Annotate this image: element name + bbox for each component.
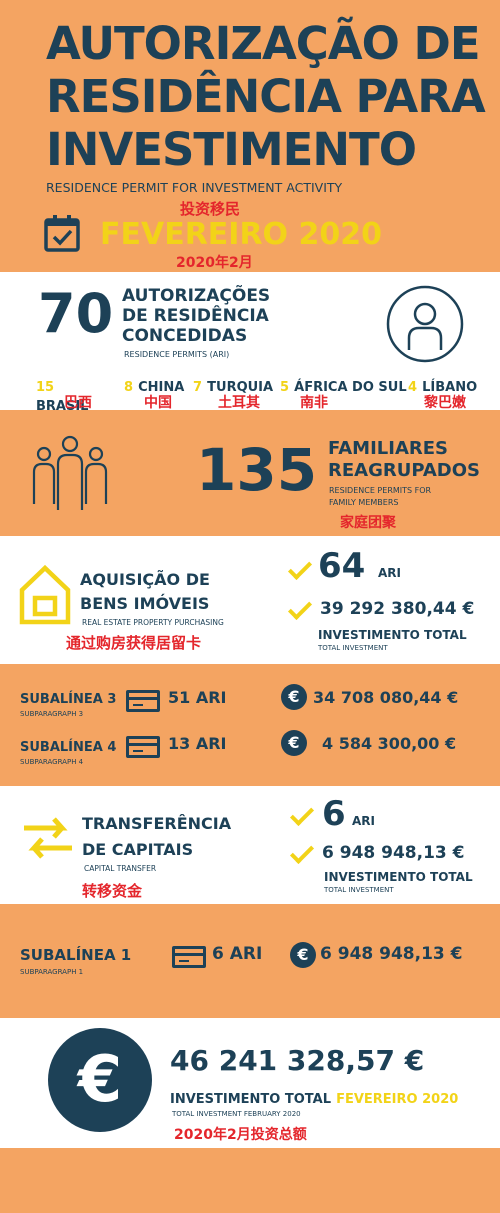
subparagraph-3-amount: 34 708 080,44 €: [313, 688, 459, 707]
family-count: 135: [196, 436, 318, 504]
subtitle-en: RESIDENCE PERMIT FOR INVESTMENT ACTIVITY: [46, 180, 343, 195]
real-estate-amount: 39 292 380,44 €: [320, 599, 475, 619]
check-icon: [289, 839, 315, 865]
total-section: € 46 241 328,57 € INVESTIMENTO TOTAL FEV…: [0, 1018, 500, 1148]
capital-ari-label: ARI: [352, 814, 375, 828]
credit-card-icon: [126, 690, 160, 712]
subparagraph-3-ari: 51 ARI: [168, 688, 227, 707]
subparagraphs-re-section: SUBALÍNEA 3 SUBPARAGRAPH 3 51 ARI € 34 7…: [0, 664, 500, 786]
total-label: INVESTIMENTO TOTAL: [170, 1092, 331, 1107]
subparagraph-1-label: SUBALÍNEA 1: [20, 946, 132, 964]
country-china: 8 CHINA: [124, 376, 194, 395]
country-turquia-name: TURQUIA: [207, 380, 274, 395]
real-estate-title-2: BENS IMÓVEIS: [80, 594, 210, 613]
subparagraph-4-label: SUBALÍNEA 4: [20, 740, 117, 755]
capital-ari-count: 6: [322, 794, 346, 834]
credit-card-icon: [126, 736, 160, 758]
house-icon: [18, 564, 72, 626]
subparagraph-3-en: SUBPARAGRAPH 3: [20, 710, 84, 718]
real-estate-total-label: INVESTIMENTO TOTAL: [318, 628, 467, 642]
permits-label-2: DE RESIDÊNCIA: [122, 306, 269, 326]
capital-section: TRANSFERÊNCIA DE CAPITAIS CAPITAL TRANSF…: [0, 786, 500, 904]
country-china-count: 8: [124, 380, 134, 395]
euro-icon: €: [281, 684, 307, 710]
check-icon: [287, 555, 313, 581]
transfer-arrows-icon: [22, 816, 74, 860]
permits-label-3: CONCEDIDAS: [122, 326, 248, 346]
total-label-row: INVESTIMENTO TOTAL FEVEREIRO 2020: [170, 1088, 500, 1107]
subparagraph-1-en: SUBPARAGRAPH 1: [20, 968, 84, 976]
euro-icon: €: [281, 730, 307, 756]
country-libano-name: LÍBANO: [422, 380, 478, 395]
title-line-1: AUTORIZAÇÃO DE: [46, 17, 481, 70]
title-line-3: INVESTIMENTO: [46, 123, 417, 176]
permits-count: 70: [38, 282, 114, 345]
family-label-1: FAMILIARES: [328, 438, 448, 459]
permits-label-en: RESIDENCE PERMITS (ARI): [124, 350, 230, 359]
calendar-icon: [44, 214, 80, 252]
permits-section: 70 AUTORIZAÇÕES DE RESIDÊNCIA CONCEDIDAS…: [0, 272, 500, 414]
country-libano: 4 LÍBANO: [408, 376, 498, 395]
subtitle-cn: 投资移民: [180, 200, 241, 218]
capital-total-label: INVESTIMENTO TOTAL: [324, 870, 473, 884]
total-amount: 46 241 328,57 €: [170, 1044, 425, 1077]
check-icon: [289, 801, 315, 827]
capital-title-cn: 转移资金: [82, 882, 143, 900]
real-estate-ari-label: ARI: [378, 566, 401, 580]
real-estate-title-cn: 通过购房获得居留卡: [66, 634, 202, 652]
subparagraph-1-ari: 6 ARI: [212, 944, 263, 964]
total-month: FEVEREIRO 2020: [336, 1092, 459, 1107]
euro-icon: €: [48, 1028, 152, 1132]
country-africa-name: ÁFRICA DO SUL: [294, 380, 407, 395]
total-cn: 2020年2月投资总额: [174, 1127, 307, 1143]
real-estate-title-en: REAL ESTATE PROPERTY PURCHASING: [82, 618, 224, 627]
month-cn: 2020年2月: [176, 255, 253, 271]
country-turquia: 7 TURQUIA: [193, 376, 278, 395]
month-label: FEVEREIRO 2020: [100, 217, 382, 252]
subparagraph-4-ari: 13 ARI: [168, 734, 227, 753]
real-estate-total-en: TOTAL INVESTMENT: [318, 644, 388, 652]
subparagraph-3-label: SUBALÍNEA 3: [20, 692, 117, 707]
capital-title-1: TRANSFERÊNCIA: [82, 814, 232, 833]
check-icon: [287, 595, 313, 621]
family-label-en-2: FAMILY MEMBERS: [329, 498, 399, 507]
country-africa-cn: 南非: [300, 395, 328, 411]
country-turquia-count: 7: [193, 380, 203, 395]
family-label-2: REAGRUPADOS: [328, 460, 481, 481]
subparagraph-cap-section: SUBALÍNEA 1 SUBPARAGRAPH 1 6 ARI € 6 948…: [0, 904, 500, 1018]
family-label-en-1: RESIDENCE PERMITS FOR: [329, 486, 432, 495]
subparagraph-4-en: SUBPARAGRAPH 4: [20, 758, 84, 766]
real-estate-ari-count: 64: [318, 546, 366, 586]
country-africa: 5 ÁFRICA DO SUL: [280, 376, 410, 395]
capital-title-en: CAPITAL TRANSFER: [84, 864, 157, 873]
title-line-2: RESIDÊNCIA PARA: [46, 70, 486, 123]
family-section: 135 FAMILIARES REAGRUPADOS RESIDENCE PER…: [0, 410, 500, 536]
capital-amount: 6 948 948,13 €: [322, 843, 465, 863]
person-icon: [385, 284, 465, 364]
subparagraph-4-amount: 4 584 300,00 €: [322, 734, 457, 753]
permits-label-1: AUTORIZAÇÕES: [122, 286, 271, 306]
country-turquia-cn: 土耳其: [218, 395, 260, 411]
real-estate-section: AQUISIÇÃO DE BENS IMÓVEIS REAL ESTATE PR…: [0, 536, 500, 664]
family-label-cn: 家庭团聚: [340, 515, 396, 531]
country-china-cn: 中国: [144, 395, 172, 411]
country-brasil-cn: 巴西: [64, 395, 92, 411]
credit-card-icon: [172, 946, 206, 968]
total-en: TOTAL INVESTMENT FEBRUARY 2020: [172, 1110, 301, 1118]
country-brasil-count: 15: [36, 380, 55, 395]
country-libano-cn: 黎巴嫩: [424, 395, 466, 411]
capital-title-2: DE CAPITAIS: [82, 840, 194, 859]
subparagraph-1-amount: 6 948 948,13 €: [320, 944, 463, 964]
country-libano-count: 4: [408, 380, 418, 395]
euro-icon: €: [290, 942, 316, 968]
country-africa-count: 5: [280, 380, 290, 395]
family-icon: [30, 432, 110, 518]
capital-total-en: TOTAL INVESTMENT: [324, 886, 394, 894]
real-estate-title-1: AQUISIÇÃO DE: [80, 570, 210, 589]
country-china-name: CHINA: [138, 380, 185, 395]
